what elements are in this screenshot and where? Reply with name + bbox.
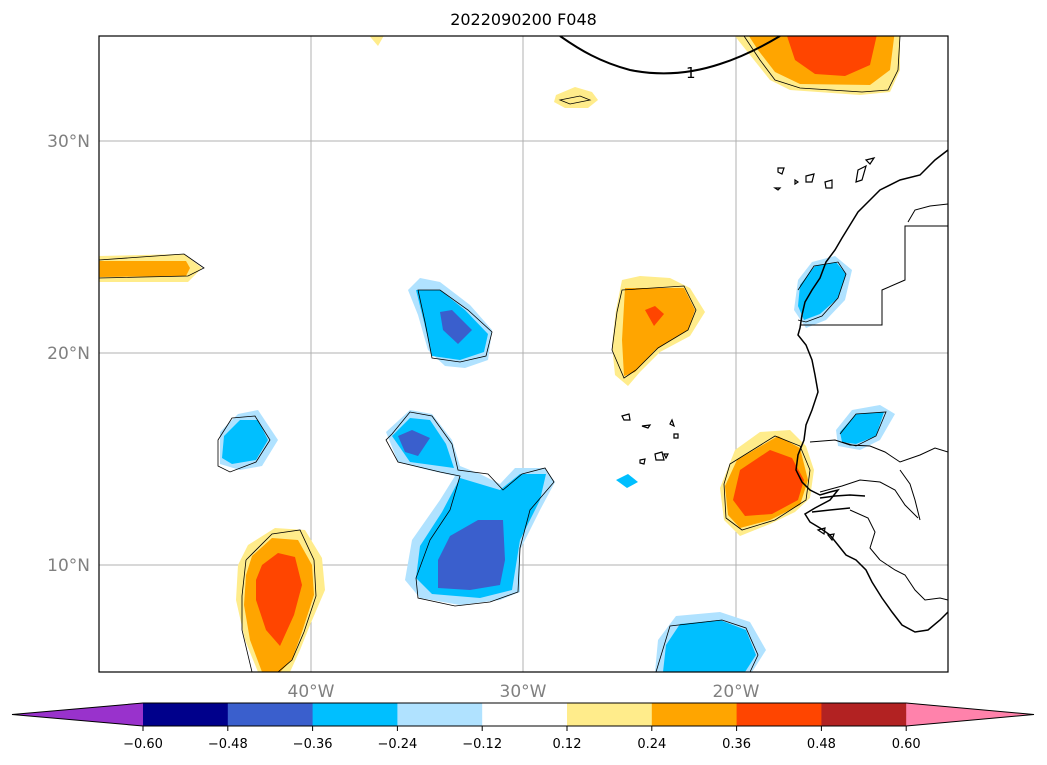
colorbar-tick-label: 0.12 — [553, 737, 582, 752]
colorbar-bin — [397, 703, 483, 726]
colorbar-bin — [821, 703, 907, 726]
colorbar-tick-label: −0.24 — [377, 737, 417, 752]
lon-labels: 40°W 30°W 20°W — [288, 682, 760, 702]
height-contour — [559, 36, 781, 75]
colorbar-tick-label: −0.48 — [208, 737, 248, 752]
colorbar-tick-label: 0.48 — [807, 737, 836, 752]
colorbar-bin — [227, 703, 314, 726]
colorbar-extend-low — [12, 703, 143, 726]
graticule — [99, 36, 948, 672]
colorbar-tick-label: 0.24 — [637, 737, 666, 752]
colorbar-bin — [143, 703, 229, 726]
colorbar: −0.60 −0.48 −0.36 −0.24 −0.12 0.12 0.24 0.36 0.4… — [11, 702, 1035, 752]
islands — [621, 157, 876, 542]
anomaly-fields — [99, 36, 900, 672]
colorbar-tick-label: −0.12 — [462, 737, 502, 752]
colorbar-tick-label: −0.60 — [123, 737, 163, 752]
lon-label-20: 20°W — [713, 682, 760, 702]
lat-label-10: 10°N — [47, 556, 90, 576]
country-borders — [800, 203, 948, 601]
warm-anomaly-top — [369, 36, 384, 46]
colorbar-extend-high — [906, 703, 1034, 726]
lat-labels: 30°N 20°N 10°N — [47, 132, 90, 576]
coastline-africa — [795, 149, 948, 633]
colorbar-bin — [736, 703, 822, 726]
colorbar-tick-label: −0.36 — [293, 737, 333, 752]
map-frame — [98, 35, 949, 673]
cape-verde-islands — [621, 413, 631, 421]
colorbar-tick-label: 0.36 — [722, 737, 751, 752]
colorbar-tick-label: 0.60 — [892, 737, 921, 752]
lon-label-30: 30°W — [500, 682, 547, 702]
lon-label-40: 40°W — [288, 682, 335, 702]
contour-label: 1 — [686, 64, 696, 82]
colorbar-bin — [651, 703, 738, 726]
map-title: 2022090200 F048 — [450, 10, 597, 29]
colorbar-bin — [312, 703, 398, 726]
canary-islands — [777, 167, 785, 175]
lat-label-30: 30°N — [47, 132, 90, 152]
colorbar-bin — [567, 703, 653, 726]
cold-anomaly-islands — [616, 474, 638, 488]
colorbar-bin — [482, 703, 568, 726]
lat-label-20: 20°N — [47, 344, 90, 364]
warm-anomaly-small — [554, 87, 598, 108]
